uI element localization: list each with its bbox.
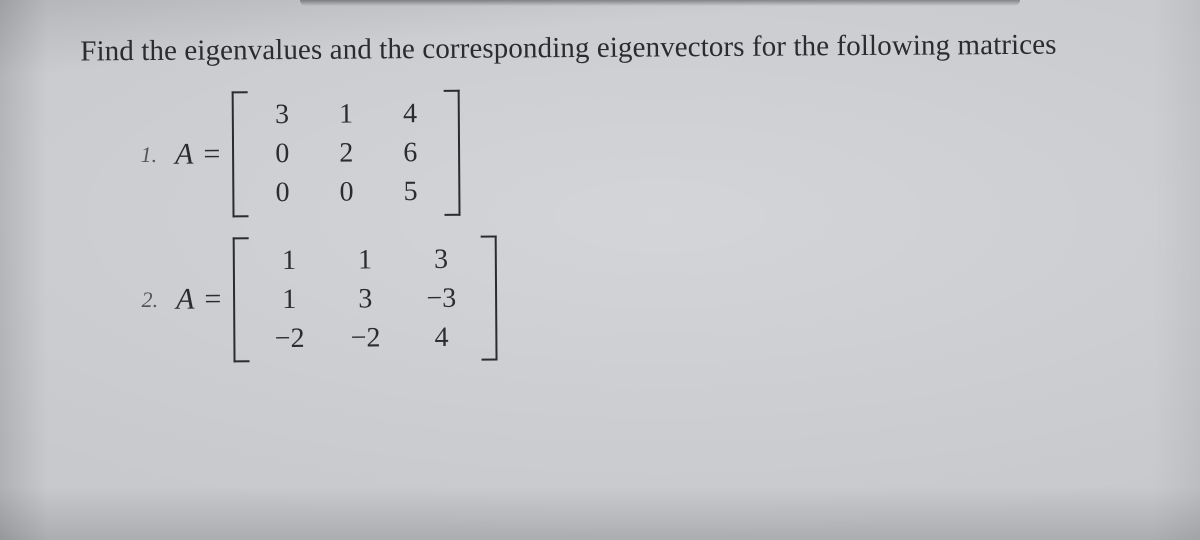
bracket-right: [444, 90, 461, 216]
matrix-row: 1 3 −3: [251, 278, 479, 319]
matrix-row: 3 1 4: [250, 94, 442, 135]
problem-number: 1.: [123, 142, 157, 168]
matrix-cell: 3: [250, 95, 314, 135]
matrix-cell: 1: [251, 240, 327, 280]
equals-sign: =: [203, 137, 220, 171]
matrix-cell: 5: [378, 172, 442, 212]
matrix: 3 1 4 0 2 6 0 0 5: [232, 90, 461, 217]
matrix-rows: 3 1 4 0 2 6 0 0 5: [248, 90, 445, 217]
problem-list: 1. A = 3 1 4 0 2 6: [81, 85, 1123, 363]
matrix-cell: 0: [314, 173, 378, 213]
matrix-cell: 2: [314, 133, 378, 173]
bracket-left: [233, 237, 250, 363]
problem-1: 1. A = 3 1 4 0 2 6: [123, 85, 1122, 218]
problem-2: 2. A = 1 1 3 1 3 −3: [124, 231, 1123, 364]
matrix-cell: 6: [378, 133, 442, 173]
matrix: 1 1 3 1 3 −3 −2 −2 4: [233, 235, 498, 362]
bracket-right: [481, 235, 498, 361]
matrix-cell: 3: [327, 279, 403, 319]
matrix-cell: 3: [403, 239, 479, 279]
equation: A = 1 1 3 1 3 −3: [176, 235, 498, 363]
matrix-cell: 4: [378, 94, 442, 134]
page-content: Find the eigenvalues and the correspondi…: [0, 0, 1200, 364]
matrix-cell: 0: [250, 134, 314, 174]
matrix-row: −2 −2 4: [251, 318, 479, 359]
matrix-row: 0 2 6: [250, 133, 442, 174]
matrix-cell: 1: [314, 94, 378, 134]
matrix-row: 1 1 3: [251, 239, 479, 280]
problem-number: 2.: [124, 287, 158, 313]
matrix-cell: 0: [250, 173, 314, 213]
equals-sign: =: [204, 283, 221, 317]
matrix-cell: −2: [327, 318, 403, 358]
matrix-row: 0 0 5: [250, 172, 442, 213]
matrix-symbol: A: [175, 137, 194, 171]
matrix-cell: 1: [327, 240, 403, 280]
matrix-symbol: A: [176, 283, 195, 317]
matrix-cell: −2: [251, 319, 327, 359]
matrix-cell: 4: [403, 318, 479, 358]
matrix-rows: 1 1 3 1 3 −3 −2 −2 4: [249, 235, 482, 362]
matrix-cell: −3: [403, 278, 479, 318]
matrix-cell: 1: [251, 279, 327, 319]
problem-prompt: Find the eigenvalues and the correspondi…: [80, 22, 1120, 74]
equation: A = 3 1 4 0 2 6: [175, 90, 461, 218]
bracket-left: [232, 91, 249, 217]
